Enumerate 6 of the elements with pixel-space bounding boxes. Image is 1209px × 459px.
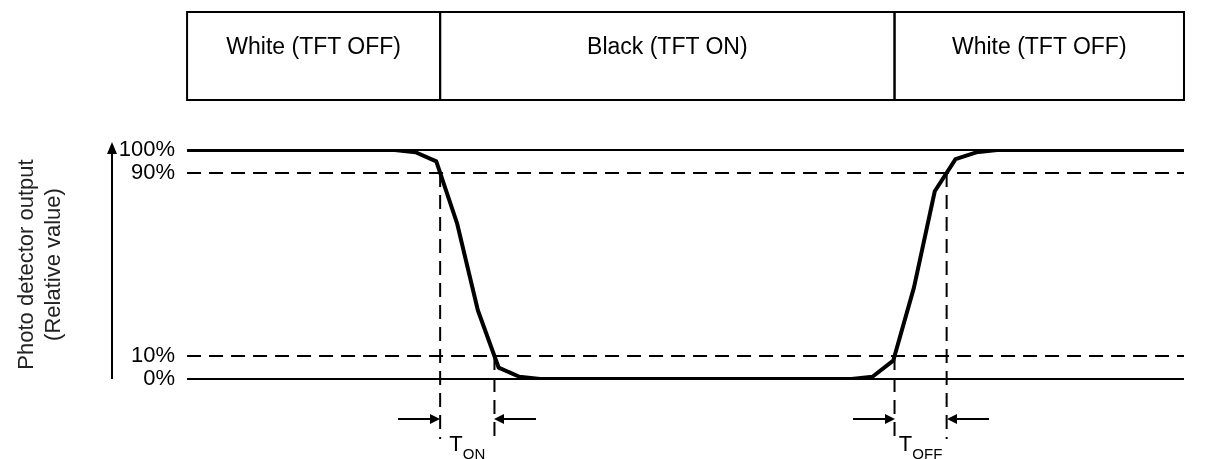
text: White (TFT OFF): [951, 33, 1127, 60]
y-axis-title: Photo detector output (Relative value): [13, 159, 65, 370]
text: White (TFT OFF): [226, 33, 401, 60]
y-tick-label: 10%: [131, 342, 176, 368]
y-tick-label: 0%: [143, 365, 176, 391]
text: Black (TFT ON): [587, 33, 748, 60]
